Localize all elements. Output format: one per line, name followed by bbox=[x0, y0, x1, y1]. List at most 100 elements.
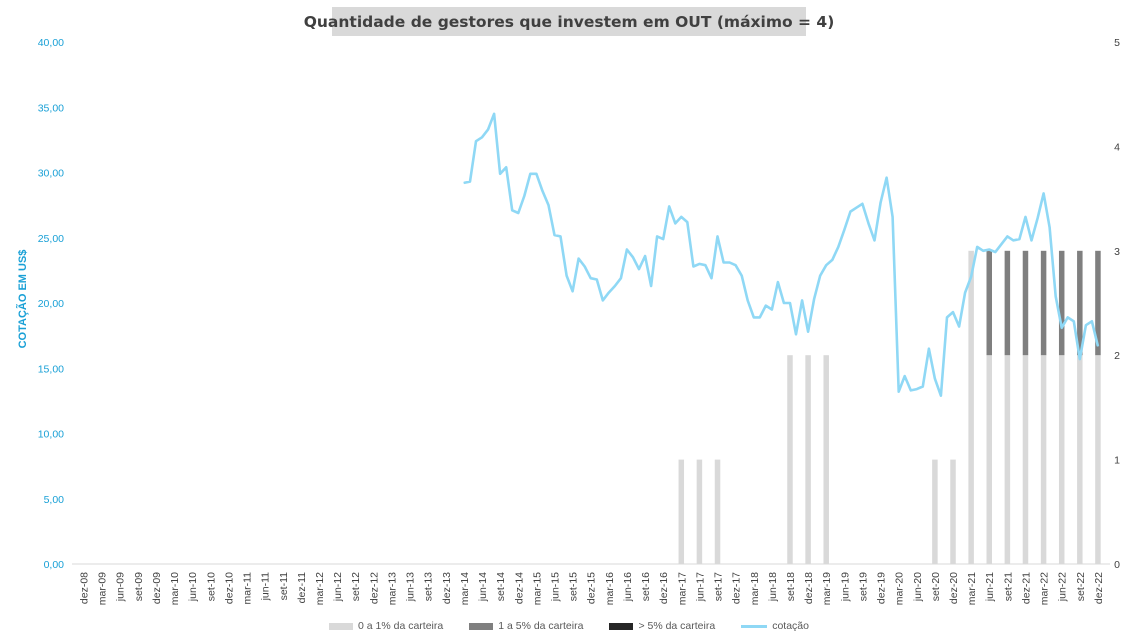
legend-label: > 5% da carteira bbox=[638, 620, 716, 632]
price-point bbox=[1006, 235, 1009, 237]
x-tick-label: mar-18 bbox=[749, 572, 761, 605]
price-point bbox=[789, 302, 791, 304]
price-point bbox=[559, 235, 562, 237]
x-tick-label: set-16 bbox=[640, 572, 652, 601]
x-tick-label: jun-14 bbox=[477, 572, 489, 602]
x-tick-label: set-22 bbox=[1075, 572, 1087, 601]
price-point bbox=[475, 140, 477, 142]
price-point bbox=[463, 182, 465, 184]
bar-segment-1 bbox=[1095, 250, 1101, 356]
bar-segment-1 bbox=[1077, 250, 1083, 356]
price-point bbox=[843, 229, 845, 231]
price-point bbox=[523, 195, 525, 197]
y-tick-label: 25,00 bbox=[38, 233, 64, 245]
price-point bbox=[662, 238, 664, 240]
x-tick-label: dez-09 bbox=[151, 572, 163, 604]
x-tick-label: set-15 bbox=[568, 572, 580, 601]
price-point bbox=[710, 277, 713, 279]
price-point bbox=[741, 275, 743, 277]
price-point bbox=[1073, 320, 1075, 322]
y-tick-label: 10,00 bbox=[38, 429, 64, 441]
bar-segment-0 bbox=[1095, 355, 1101, 564]
price-point bbox=[771, 308, 773, 311]
x-tick-label: set-19 bbox=[857, 572, 869, 601]
price-point bbox=[632, 256, 634, 258]
x-tick-label: jun-19 bbox=[839, 572, 851, 602]
price-point bbox=[668, 205, 670, 207]
x-tick-label: dez-20 bbox=[948, 572, 960, 604]
price-point bbox=[946, 316, 948, 318]
price-point bbox=[698, 263, 701, 265]
x-tick-label: mar-13 bbox=[387, 572, 399, 605]
price-point bbox=[1055, 295, 1057, 298]
price-point bbox=[1067, 316, 1069, 318]
price-point bbox=[898, 391, 900, 393]
x-tick-label: mar-11 bbox=[242, 572, 254, 605]
x-tick-label: mar-16 bbox=[604, 572, 616, 605]
y2-tick-label: 0 bbox=[1114, 559, 1120, 571]
bar-segment-0 bbox=[1077, 355, 1083, 564]
price-point bbox=[535, 173, 538, 175]
bar-segment-1 bbox=[1022, 250, 1029, 356]
x-tick-label: jun-13 bbox=[405, 572, 417, 602]
x-tick-label: dez-10 bbox=[223, 572, 235, 604]
y2-tick-label: 5 bbox=[1114, 37, 1120, 49]
price-point bbox=[795, 333, 797, 335]
price-point bbox=[499, 173, 501, 175]
price-point bbox=[813, 298, 815, 300]
x-tick-label: dez-22 bbox=[1093, 572, 1105, 604]
price-point bbox=[867, 222, 870, 224]
price-point bbox=[1091, 320, 1093, 322]
chart-title-box: Quantidade de gestores que investem em O… bbox=[304, 7, 834, 36]
price-point bbox=[674, 222, 676, 224]
x-tick-label: mar-10 bbox=[169, 572, 181, 605]
legend-item-cotacao: cotação bbox=[741, 620, 809, 632]
price-point bbox=[783, 302, 785, 304]
x-tick-label: dez-17 bbox=[731, 572, 743, 604]
price-point bbox=[910, 389, 912, 391]
x-tick-label: dez-12 bbox=[368, 572, 380, 604]
price-point bbox=[608, 292, 610, 294]
price-point bbox=[922, 385, 924, 388]
legend-swatch bbox=[741, 624, 768, 628]
price-point bbox=[1012, 239, 1015, 241]
price-point bbox=[982, 250, 984, 252]
price-point bbox=[692, 265, 695, 268]
price-point bbox=[1000, 243, 1002, 245]
price-point bbox=[541, 190, 544, 192]
price-point bbox=[487, 128, 489, 130]
price-point bbox=[849, 211, 852, 213]
price-point bbox=[505, 166, 507, 168]
price-point bbox=[1030, 239, 1033, 241]
bar-segment-0 bbox=[823, 355, 829, 564]
price-point bbox=[1018, 238, 1021, 240]
legend-label: 1 a 5% da carteira bbox=[498, 620, 584, 632]
x-tick-label: jun-22 bbox=[1057, 572, 1069, 602]
x-tick-label: mar-20 bbox=[894, 572, 906, 605]
price-point bbox=[529, 173, 531, 175]
price-point bbox=[916, 388, 918, 390]
left-axis-ticks: 0,00 5,00 10,00 15,00 20,00 25,00 30,00 35,00 40… bbox=[38, 37, 64, 571]
price-point bbox=[584, 265, 586, 268]
price-point bbox=[1079, 358, 1081, 360]
price-point bbox=[861, 203, 864, 205]
bar-segment-1 bbox=[986, 250, 992, 356]
bar-segment-0 bbox=[1058, 355, 1065, 564]
price-line-path bbox=[463, 112, 1100, 398]
y-tick-label: 5,00 bbox=[44, 494, 65, 506]
y-tick-label: 40,00 bbox=[38, 37, 64, 49]
price-point bbox=[614, 285, 616, 287]
x-tick-label: dez-15 bbox=[586, 572, 598, 604]
price-point bbox=[553, 234, 556, 236]
bar-segment-0 bbox=[696, 459, 703, 564]
price-point bbox=[620, 277, 622, 279]
price-point bbox=[680, 216, 682, 218]
x-tick-label: dez-14 bbox=[513, 572, 525, 604]
price-point bbox=[566, 275, 568, 277]
price-point bbox=[753, 316, 755, 318]
price-point bbox=[644, 255, 646, 257]
x-tick-label: dez-19 bbox=[876, 572, 888, 604]
x-tick-label: jun-12 bbox=[332, 572, 344, 602]
right-axis-ticks: 0 1 2 3 4 5 bbox=[1114, 37, 1120, 571]
